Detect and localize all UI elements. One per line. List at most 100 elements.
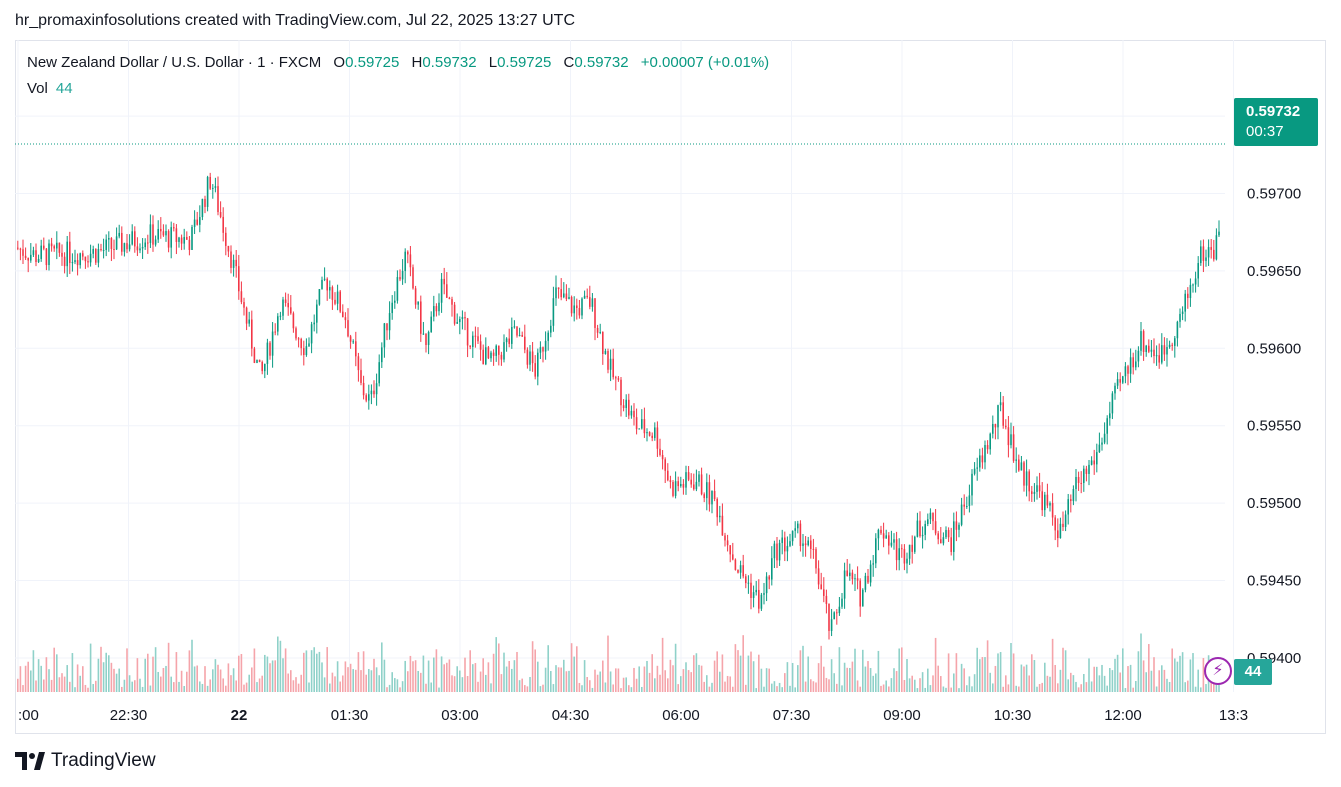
last-price-badge: 0.59732 00:37 [1234, 98, 1318, 146]
candle-body [381, 347, 383, 363]
volume-bar [204, 666, 206, 692]
volume-bar [1148, 644, 1150, 692]
volume-bar [152, 656, 154, 692]
volume-bar [851, 661, 854, 692]
volume-bar [825, 677, 828, 692]
volume-bar [960, 663, 963, 692]
candle-body [1098, 444, 1101, 453]
candle-body [1215, 235, 1218, 260]
volume-bar [763, 686, 765, 692]
volume-bar [50, 679, 53, 692]
volume-bar [425, 683, 427, 692]
volume-bar [438, 687, 440, 692]
volume-bar [854, 648, 856, 692]
volume-bar [147, 653, 149, 692]
volume-bar [162, 667, 165, 692]
volume-bar [630, 687, 633, 692]
candle-body [859, 580, 861, 607]
candle-body [258, 359, 261, 362]
symbol-name: New Zealand Dollar / U.S. Dollar · 1 · F… [27, 54, 322, 71]
candle-body [823, 589, 825, 596]
candle-body [56, 242, 58, 249]
candle-body [22, 249, 24, 256]
candle-body [1033, 491, 1036, 494]
volume-bar [292, 680, 295, 692]
candle-body [851, 572, 854, 580]
lightning-icon[interactable]: ⚡ [1204, 657, 1232, 685]
candle-body [404, 251, 406, 271]
candle-body [919, 520, 921, 537]
volume-bar [812, 681, 815, 692]
candle-body [625, 399, 627, 408]
volume-bar [417, 670, 419, 692]
candle-body [53, 246, 55, 249]
volume-bar [765, 668, 768, 692]
candle-body [464, 317, 466, 319]
volume-bar [1171, 648, 1173, 692]
candle-body [1213, 249, 1215, 260]
candle-body [542, 347, 544, 352]
volume-bar [955, 653, 958, 692]
volume-bar [713, 660, 716, 692]
candle-body [864, 575, 867, 590]
candle-body [448, 297, 451, 300]
candle-body [950, 537, 952, 552]
candle-body [206, 176, 209, 207]
candle-body [1070, 499, 1072, 502]
volume-bar [217, 664, 219, 692]
volume-bar [1093, 666, 1095, 692]
volume-bar [235, 680, 237, 692]
candle-body [903, 549, 906, 564]
candle-body [123, 243, 126, 252]
volume-bar [269, 663, 271, 692]
candle-body [888, 535, 890, 546]
volume-bar [383, 659, 386, 692]
volume-bar [201, 683, 204, 692]
volume-bar [942, 686, 945, 692]
candle-body [529, 351, 531, 365]
volume-bar [37, 659, 40, 692]
volume-bar [804, 681, 807, 692]
candle-body [838, 606, 841, 614]
volume-bar [656, 665, 659, 692]
price-chart[interactable]: 0.597500.597000.596500.596000.595500.595… [15, 40, 1326, 734]
volume-bar [914, 679, 916, 692]
chart-grid [15, 40, 1234, 692]
candle-body [768, 576, 770, 580]
volume-bar [578, 682, 581, 692]
candle-body [682, 483, 685, 488]
candle-body [869, 564, 872, 583]
candle-body [552, 298, 555, 326]
candle-body [282, 299, 284, 316]
candle-body [162, 231, 165, 236]
candle-body [412, 267, 414, 289]
volume-bar [1041, 682, 1043, 692]
volume-bar [869, 668, 872, 692]
volume-bar [35, 680, 37, 692]
volume-bar [326, 647, 328, 692]
candle-body [685, 472, 687, 488]
candle-body [1080, 482, 1082, 484]
volume-bar [1189, 659, 1192, 692]
time-tick-label: 10:30 [994, 707, 1032, 724]
candle-body [58, 242, 61, 253]
candle-body [139, 248, 141, 251]
volume-bar [303, 652, 305, 692]
volume-bar [791, 662, 794, 692]
volume-bar [864, 666, 867, 692]
volume-bar [401, 681, 404, 692]
volume-bar [123, 679, 126, 692]
volume-bar [981, 657, 984, 692]
volume-bar [453, 676, 456, 692]
candle-body [136, 246, 139, 251]
candle-body [581, 298, 583, 316]
volume-bar [830, 659, 833, 692]
volume-bar [219, 669, 222, 692]
volume-bar [139, 678, 141, 692]
candle-body [401, 270, 404, 280]
candle-body [797, 523, 799, 529]
candle-body [659, 448, 661, 455]
volume-bar [1046, 675, 1049, 692]
candle-body [74, 260, 76, 263]
volume-bar [576, 646, 578, 692]
